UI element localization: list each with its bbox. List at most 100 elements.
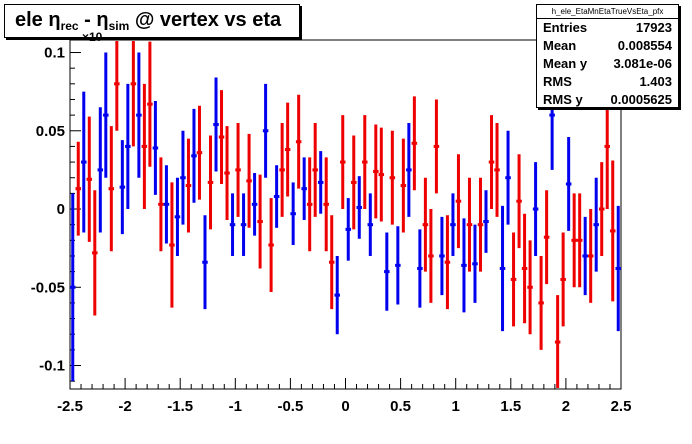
data-point — [543, 190, 550, 285]
data-point — [593, 177, 599, 272]
data-point — [97, 107, 104, 233]
stats-value: 1.403 — [639, 74, 672, 89]
data-point — [362, 115, 368, 210]
data-point — [125, 83, 131, 210]
data-point — [565, 137, 572, 231]
data-point — [191, 108, 197, 203]
data-point — [152, 101, 159, 195]
data-point — [373, 124, 379, 219]
data-point — [466, 177, 473, 272]
data-point — [268, 198, 274, 292]
data-point — [389, 130, 396, 225]
data-point — [334, 255, 340, 335]
data-point — [317, 151, 324, 214]
stats-label: Entries — [543, 20, 588, 35]
data-point — [224, 126, 230, 220]
data-point — [538, 255, 544, 350]
data-point — [339, 115, 346, 210]
data-point — [323, 157, 329, 252]
data-point — [114, 41, 120, 131]
data-point — [351, 135, 357, 230]
stats-value: 0.0005625 — [610, 92, 672, 107]
data-point — [86, 116, 93, 242]
data-point — [598, 162, 605, 256]
stats-value: 0.008554 — [617, 38, 672, 53]
data-point — [417, 229, 423, 308]
data-point — [615, 205, 621, 332]
stats-box: h_ele_EtaMnEtaTrueVsEta_pfx Entries 17923… — [536, 4, 679, 108]
data-point — [169, 182, 175, 308]
data-point — [284, 102, 291, 197]
data-point — [141, 83, 148, 210]
x-tick-label: -1 — [229, 398, 242, 415]
y-tick-label: 0.05 — [36, 123, 65, 140]
x-tick-label: 2.5 — [611, 398, 632, 415]
y-scale-exponent: ×10 — [82, 30, 103, 44]
y-tick-label: 0 — [57, 201, 65, 218]
data-point — [455, 154, 462, 249]
data-point — [81, 91, 87, 233]
stats-row-rms-y: RMS y 0.0005625 — [537, 91, 678, 109]
data-point — [356, 176, 363, 239]
data-point — [461, 218, 467, 313]
data-point — [213, 77, 219, 172]
data-point — [472, 224, 478, 303]
data-point — [554, 295, 561, 388]
data-point — [488, 115, 495, 210]
stats-label: RMS y — [543, 92, 583, 107]
data-point — [273, 165, 280, 228]
stats-row-mean-y: Mean y 3.081e-06 — [537, 55, 678, 73]
data-point — [207, 135, 214, 230]
data-point — [560, 232, 566, 327]
data-point — [218, 90, 225, 184]
stats-label: Mean — [543, 38, 577, 53]
data-point — [257, 174, 263, 269]
data-point — [246, 133, 252, 228]
data-point — [312, 122, 318, 217]
stats-label: Mean y — [543, 56, 588, 71]
data-point — [240, 193, 247, 256]
data-point — [571, 193, 577, 288]
x-tick-label: 1.5 — [500, 398, 521, 415]
data-point — [279, 122, 285, 217]
stats-row-entries: Entries 17923 — [537, 19, 678, 37]
data-point — [119, 140, 126, 235]
data-point — [422, 177, 429, 272]
data-point — [433, 99, 440, 194]
title-mid: - η — [78, 9, 109, 31]
title-sub-rec: rec — [60, 19, 79, 33]
data-point — [428, 209, 434, 303]
x-tick-label: -2.5 — [57, 398, 83, 415]
stats-label: RMS — [543, 74, 572, 89]
data-point — [70, 193, 76, 382]
stats-value: 3.081e-06 — [613, 56, 672, 71]
x-tick-label: -2 — [118, 398, 131, 415]
chart-title: ele ηrec - ηsim @ vertex vs eta — [4, 4, 300, 38]
stats-row-mean: Mean 0.008554 — [537, 37, 678, 55]
data-point — [483, 190, 489, 253]
data-point — [180, 130, 186, 225]
data-point — [521, 213, 528, 324]
data-point — [328, 215, 335, 310]
data-point — [582, 216, 588, 296]
data-point — [301, 157, 307, 220]
data-point — [444, 215, 451, 310]
title-sub-sim: sim — [108, 19, 130, 33]
data-point — [406, 122, 412, 217]
data-point — [411, 96, 418, 191]
data-point — [290, 182, 296, 246]
data-point — [609, 160, 616, 302]
stats-value: 17923 — [635, 20, 672, 35]
x-tick-label: 0 — [341, 398, 349, 415]
data-point — [505, 130, 511, 225]
data-point — [103, 52, 109, 178]
title-main: ele η — [15, 9, 61, 31]
data-point — [384, 232, 390, 311]
data-point — [587, 209, 594, 303]
title-tail: @ vertex vs eta — [129, 9, 282, 31]
data-point — [130, 41, 137, 147]
data-point — [202, 215, 208, 310]
data-point — [367, 193, 374, 256]
data-point — [185, 138, 192, 233]
data-point — [378, 127, 385, 222]
